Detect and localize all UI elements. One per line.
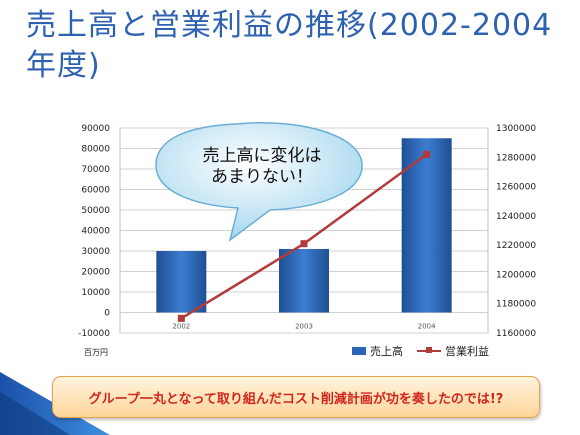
y-right-tick-label: 1240000 (496, 212, 536, 222)
y-left-tick-label: 70000 (81, 165, 110, 175)
legend-label-sales: 売上高 (370, 345, 403, 358)
legend-label-profit: 営業利益 (445, 345, 489, 358)
conclusion-banner: グループ一丸となって取り組んだコスト削減計画が功を奏したのでは!? (52, 376, 540, 418)
callout-text: 売上高に変化は あまりない！ (178, 146, 346, 188)
banner-text: グループ一丸となって取り組んだコスト削減計画が功を奏したのでは!? (88, 391, 504, 407)
bar-2004 (401, 138, 452, 313)
y-right-tick-label: 1200000 (496, 270, 536, 280)
bar-2003 (279, 248, 329, 313)
y-right-tick-label: 1220000 (496, 241, 536, 251)
legend-item-sales: 売上高 (352, 343, 403, 359)
y-right-tick-label: 1300000 (496, 124, 536, 134)
y-left-tick-label: 10000 (81, 288, 110, 298)
y-right-tick-label: 1160000 (496, 329, 536, 339)
y-left-tick-label: 40000 (81, 227, 110, 237)
slide-title: 売上高と営業利益の推移(2002-2004年度) (26, 8, 553, 83)
legend-swatch-bar (352, 347, 366, 355)
callout-line: あまりない！ (211, 167, 313, 187)
x-tick-label: 2002 (172, 323, 190, 331)
bar-2002 (156, 251, 207, 313)
y-right-tick-label: 1280000 (496, 153, 536, 163)
y-left-tick-label: 20000 (81, 268, 110, 278)
y-right-tick-label: 1260000 (496, 183, 536, 193)
y-left-tick-label: 90000 (81, 124, 110, 134)
corner-swoosh (0, 372, 110, 435)
y-left-tick-label: -10000 (78, 329, 110, 339)
callout-line: 売上高に変化は (202, 146, 322, 166)
y-left-tick-label: 60000 (81, 186, 110, 196)
legend-swatch-line (417, 347, 441, 353)
y-left-tick-label: 80000 (81, 145, 110, 155)
callout-bubble (155, 122, 363, 242)
line-point-2002 (177, 314, 185, 322)
y-left-tick-label: 0 (104, 309, 110, 319)
unit-label: 百万円 (84, 348, 108, 357)
legend: 売上高 営業利益 (352, 343, 503, 359)
line-point-2003 (300, 240, 308, 248)
legend-item-profit: 営業利益 (417, 343, 489, 359)
y-left-tick-label: 30000 (81, 247, 110, 257)
y-right-tick-label: 1180000 (496, 300, 536, 310)
x-tick-label: 2004 (418, 323, 436, 331)
line-point-2004 (423, 150, 431, 158)
y-left-tick-label: 50000 (81, 206, 110, 216)
x-tick-label: 2003 (295, 323, 313, 331)
